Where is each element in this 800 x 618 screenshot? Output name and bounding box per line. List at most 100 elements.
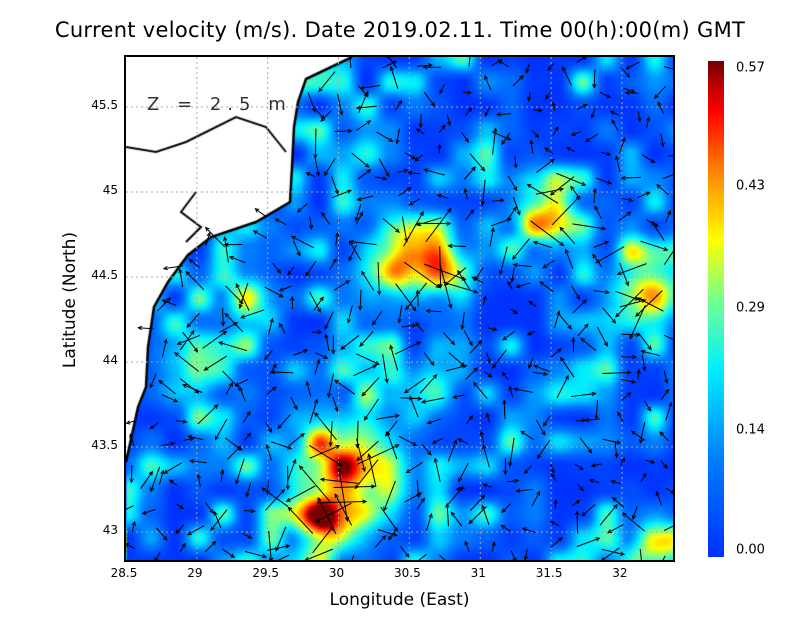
velocity-arrow [154, 551, 161, 560]
velocity-arrow [252, 230, 268, 239]
velocity-arrow [621, 392, 632, 401]
velocity-arrow [287, 458, 297, 482]
velocity-arrow [188, 258, 201, 269]
velocity-arrow [464, 540, 470, 553]
velocity-arrow [309, 291, 321, 313]
velocity-arrow [665, 487, 673, 494]
velocity-arrow [150, 466, 161, 493]
velocity-arrow [377, 262, 382, 296]
velocity-arrow [564, 248, 574, 270]
velocity-arrow [646, 116, 651, 129]
velocity-arrow [457, 269, 471, 290]
velocity-arrow [324, 333, 330, 352]
velocity-arrow [447, 439, 458, 462]
velocity-arrow [446, 114, 452, 127]
velocity-arrow [421, 444, 432, 456]
velocity-arrow [394, 341, 422, 355]
velocity-arrow [488, 327, 498, 332]
velocity-arrow [264, 350, 273, 361]
velocity-arrow [351, 555, 355, 560]
velocity-arrow [629, 304, 646, 340]
velocity-arrow [359, 331, 374, 348]
velocity-arrow [264, 488, 286, 511]
velocity-arrow [401, 216, 409, 243]
velocity-arrow [405, 282, 428, 311]
velocity-arrow [572, 223, 607, 231]
velocity-arrow [525, 64, 530, 74]
velocity-arrow [512, 74, 524, 87]
velocity-arrow [387, 527, 399, 541]
y-axis-label: Latitude (North) [60, 231, 80, 369]
velocity-arrow [319, 477, 359, 484]
velocity-arrow [528, 300, 537, 308]
velocity-arrow [181, 383, 203, 394]
depth-label: Z = 2.5 m [147, 94, 292, 115]
velocity-arrow [484, 107, 490, 118]
velocity-arrow [363, 398, 379, 421]
velocity-arrow [320, 110, 332, 122]
velocity-arrow [439, 554, 446, 560]
velocity-arrow [312, 525, 334, 554]
velocity-arrow [554, 310, 561, 329]
velocity-arrow [287, 506, 314, 534]
velocity-arrow [126, 543, 135, 549]
x-tick-label: 29 [187, 566, 203, 580]
velocity-arrow [601, 548, 626, 556]
velocity-arrow [484, 74, 492, 91]
velocity-arrow [570, 131, 582, 136]
velocity-arrow [397, 168, 409, 174]
velocity-arrow [662, 174, 673, 180]
velocity-arrow [407, 170, 421, 176]
velocity-arrow [523, 465, 532, 475]
velocity-arrow [509, 308, 519, 315]
velocity-arrow [304, 548, 333, 560]
velocity-arrow [479, 430, 485, 443]
velocity-arrow [584, 417, 601, 423]
velocity-arrow [483, 370, 493, 378]
velocity-arrow [371, 311, 383, 326]
velocity-arrow [129, 433, 135, 446]
velocity-arrow [461, 132, 470, 143]
velocity-arrow [285, 465, 290, 491]
velocity-arrow [552, 125, 559, 137]
velocity-arrow [469, 153, 486, 172]
velocity-arrow [656, 184, 669, 196]
velocity-arrow [551, 101, 556, 112]
velocity-arrow [570, 391, 597, 398]
velocity-arrow [290, 295, 295, 310]
velocity-arrow [644, 459, 656, 464]
velocity-arrow [307, 92, 316, 113]
velocity-arrow [611, 119, 619, 131]
velocity-arrow [243, 432, 252, 441]
velocity-arrow [614, 441, 619, 459]
velocity-arrow [502, 330, 516, 341]
velocity-arrow [305, 380, 312, 397]
colorbar-tick-label: 0.43 [736, 178, 765, 194]
velocity-arrow [361, 270, 375, 291]
velocity-arrow [349, 57, 352, 68]
velocity-arrow [309, 444, 343, 466]
velocity-arrow [386, 430, 398, 460]
velocity-arrow [333, 379, 356, 395]
velocity-arrow [315, 352, 329, 359]
x-tick-label: 31 [470, 566, 486, 580]
velocity-arrow [222, 370, 243, 392]
velocity-arrow [168, 479, 178, 486]
velocity-arrow [460, 312, 465, 331]
velocity-arrow [324, 311, 334, 331]
velocity-arrow [213, 510, 222, 529]
velocity-arrow [571, 285, 581, 301]
velocity-arrow [149, 373, 157, 389]
velocity-arrow [316, 499, 368, 504]
velocity-arrow [162, 265, 184, 271]
velocity-arrow [348, 240, 362, 261]
velocity-arrow [532, 240, 553, 249]
velocity-arrow [245, 482, 252, 498]
velocity-arrow [614, 288, 644, 318]
velocity-arrow [638, 421, 646, 445]
velocity-arrow [278, 285, 292, 292]
velocity-arrow [595, 177, 613, 185]
velocity-arrow [361, 376, 380, 397]
velocity-arrow [630, 430, 645, 441]
velocity-arrow [594, 399, 599, 421]
